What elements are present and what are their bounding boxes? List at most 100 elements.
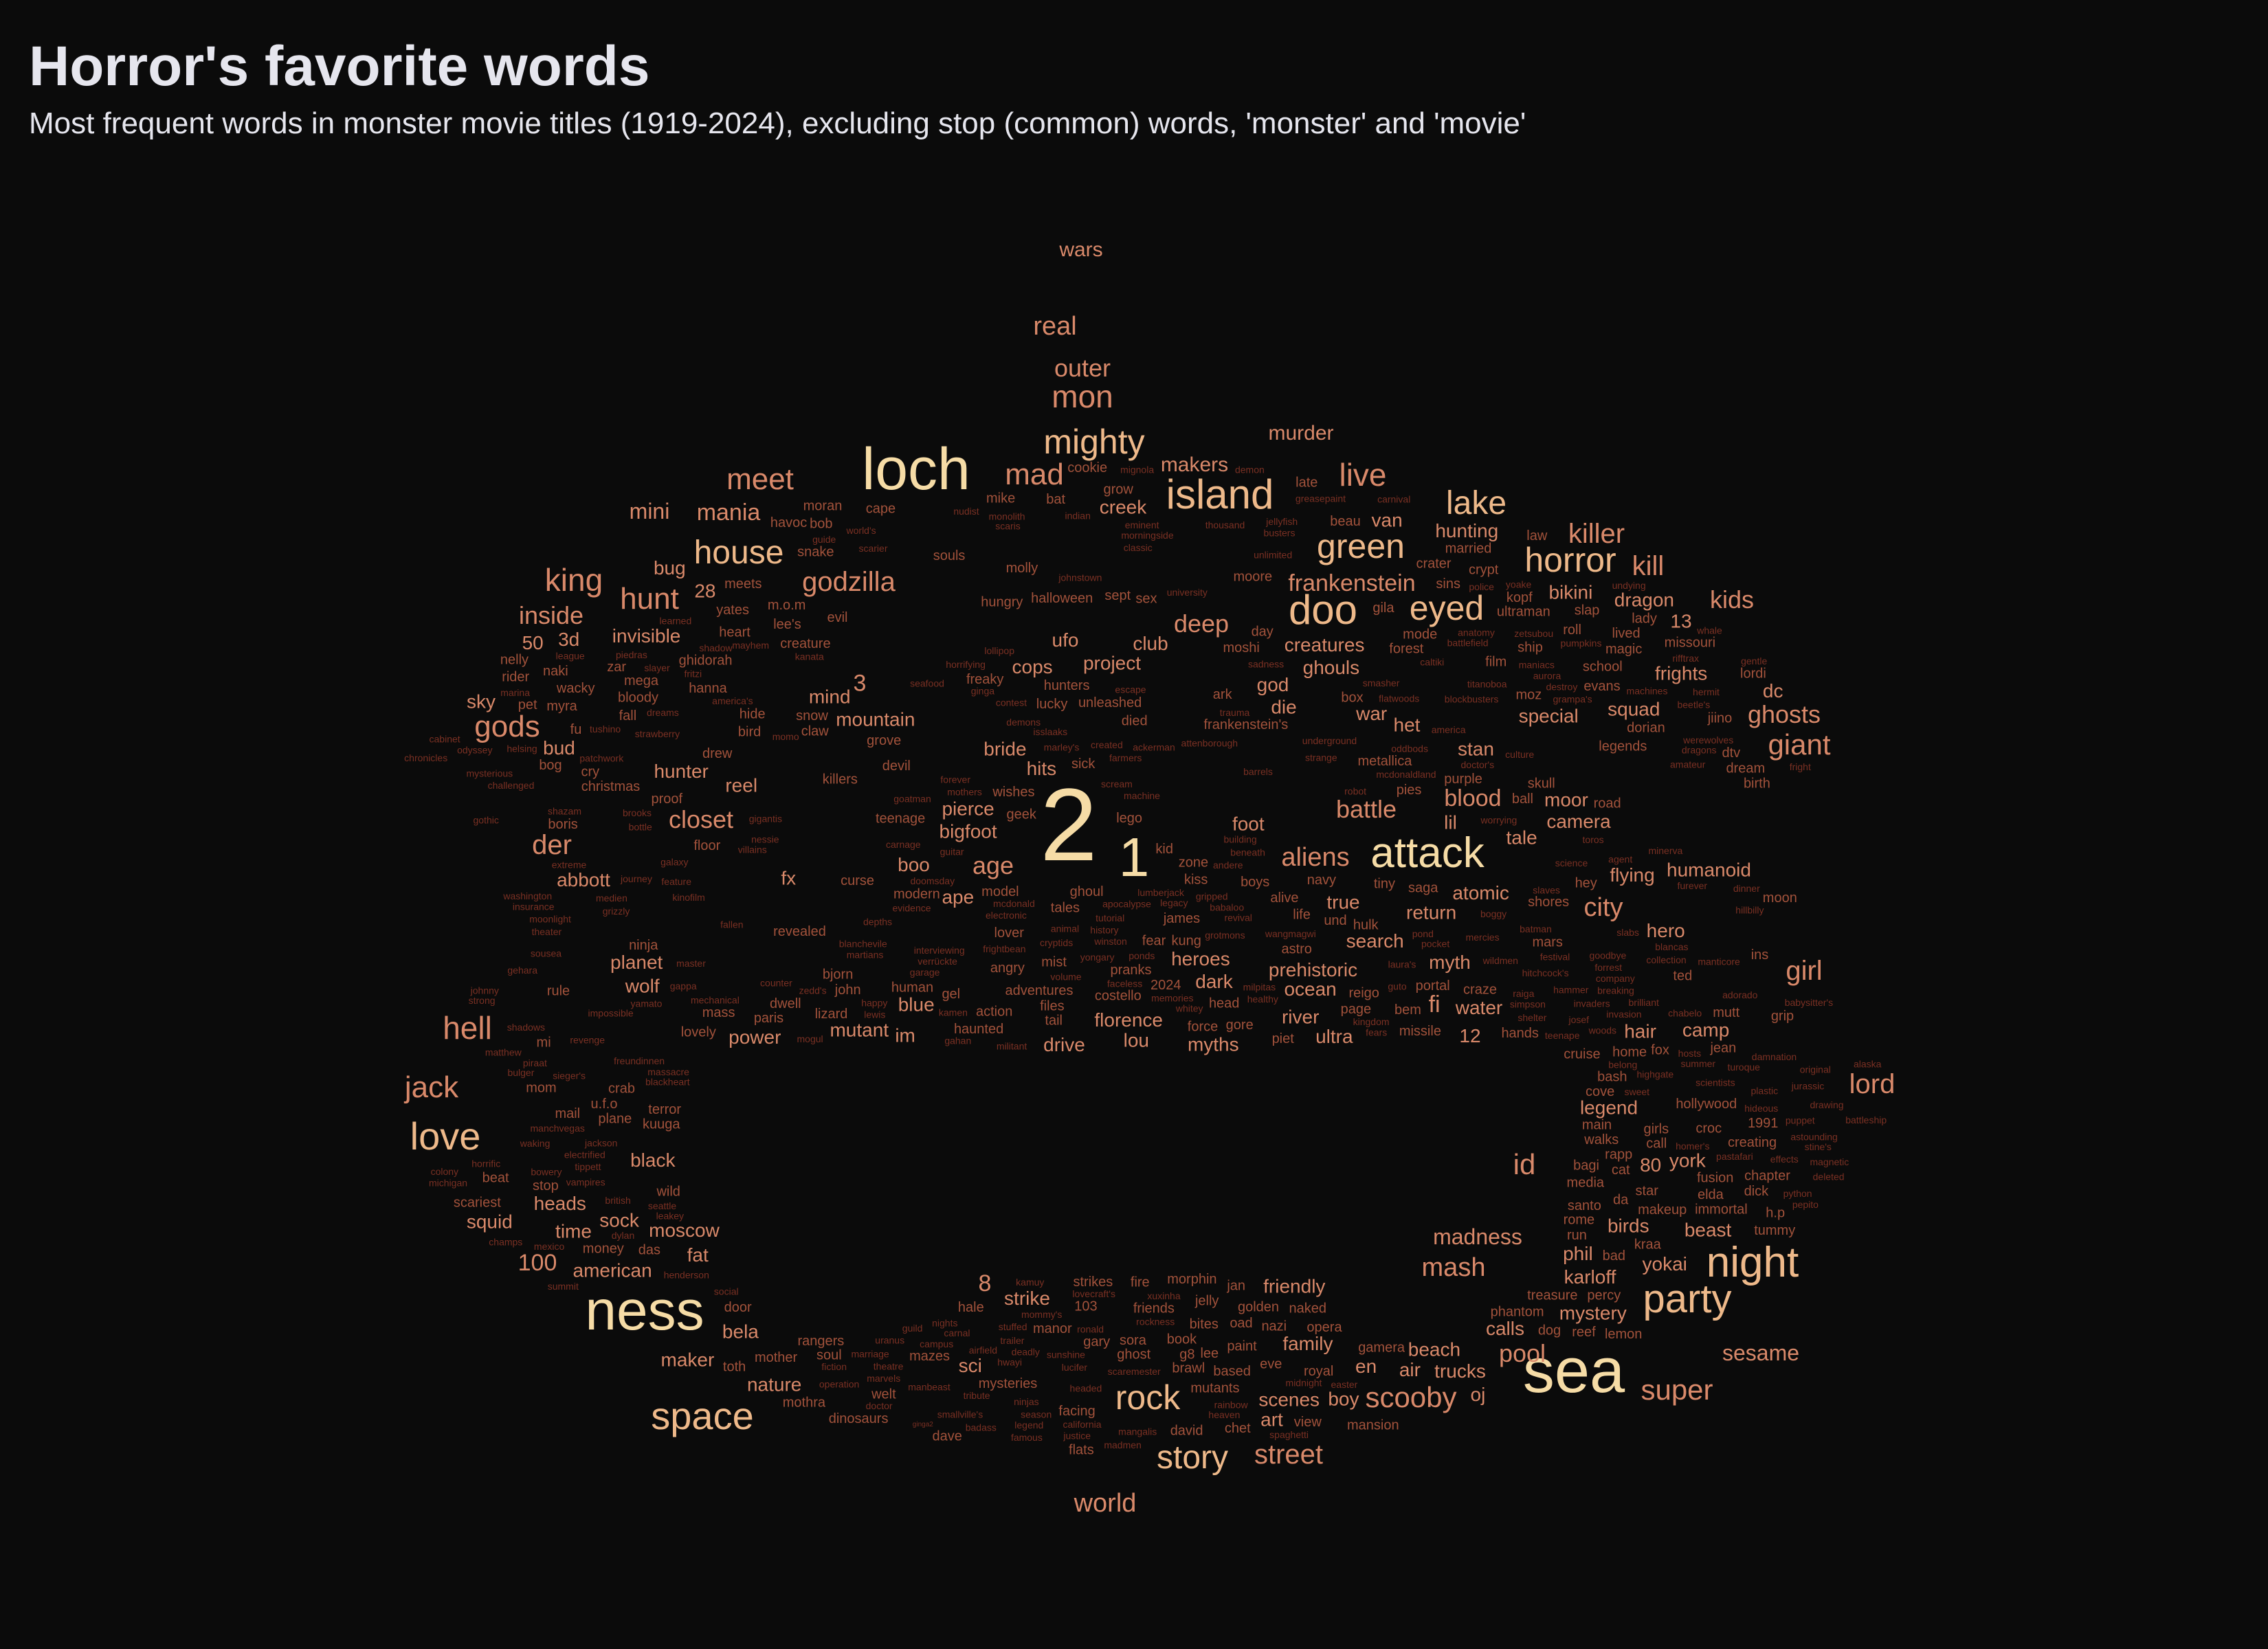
word-690: lucky: [1036, 697, 1068, 712]
word-306: shazam: [548, 805, 581, 816]
word-513: human: [891, 980, 933, 996]
word-343: dtv: [1722, 745, 1740, 761]
word-262: heart: [719, 625, 751, 640]
word-416: theatre: [874, 1360, 904, 1371]
word-225: lemon: [1605, 1327, 1642, 1342]
word-299: shadow: [699, 642, 733, 653]
word-271: hideous: [1744, 1103, 1778, 1114]
word-449: uranus: [875, 1335, 904, 1346]
word-712: momo: [772, 731, 799, 742]
word-220: hide: [740, 707, 766, 722]
word-11: party: [1643, 1277, 1732, 1321]
word-524: lover: [994, 926, 1025, 941]
word-272: mutt: [1713, 1005, 1739, 1020]
word-627: 28: [694, 580, 715, 601]
word-106: drive: [1043, 1034, 1085, 1055]
word-720: madmen: [1104, 1439, 1141, 1450]
word-374: und: [1324, 913, 1346, 928]
word-531: hunters: [1044, 678, 1090, 693]
word-701: doctor: [866, 1400, 893, 1411]
word-227: james: [1163, 911, 1200, 926]
word-564: bites: [1190, 1316, 1219, 1332]
word-567: babysitter's: [1785, 997, 1833, 1008]
word-326: unlimited: [1254, 549, 1292, 560]
word-351: verrückte: [918, 956, 957, 967]
word-169: naked: [1289, 1301, 1327, 1316]
word-598: alive: [1270, 890, 1298, 906]
word-7: doo: [1289, 587, 1357, 633]
word-319: ted: [1673, 969, 1692, 984]
word-454: mangalis: [1118, 1426, 1157, 1437]
word-694: horrific: [471, 1158, 500, 1169]
word-154: hunting: [1435, 520, 1498, 541]
word-390: sunshine: [1047, 1349, 1085, 1360]
word-131: bikini: [1548, 582, 1592, 603]
word-400: nessie: [751, 833, 779, 844]
word-587: goodbye: [1590, 950, 1627, 961]
word-81: bud: [543, 737, 575, 759]
word-501: guild: [902, 1323, 923, 1334]
word-609: 2024: [1150, 978, 1181, 993]
word-29: jack: [403, 1070, 459, 1104]
word-127: friendly: [1263, 1276, 1325, 1297]
word-470: headed: [1070, 1383, 1102, 1394]
word-177: sex: [1135, 592, 1157, 607]
word-146: ghouls: [1303, 657, 1360, 678]
word-340: fu: [570, 722, 582, 737]
word-692: gigantis: [749, 814, 782, 824]
word-717: carnival: [1377, 494, 1410, 505]
word-98: foot: [1232, 814, 1265, 835]
word-75: pierce: [942, 798, 994, 820]
word-308: yongary: [1080, 952, 1115, 963]
word-243: laura's: [1388, 959, 1416, 970]
word-366: undying: [1612, 580, 1646, 591]
word-431: plastic: [1750, 1085, 1778, 1096]
word-685: road: [1594, 796, 1621, 811]
word-28: hell: [443, 1010, 492, 1046]
word-686: grip: [1771, 1009, 1794, 1024]
word-718: blanchevile: [839, 939, 887, 950]
word-110: stan: [1458, 739, 1494, 760]
word-410: marina: [500, 687, 530, 698]
word-109: phil: [1563, 1243, 1593, 1264]
word-562: evidence: [892, 902, 931, 913]
word-715: caltiki: [1420, 657, 1444, 668]
word-511: jackson: [584, 1138, 617, 1149]
word-700: gripped: [1196, 891, 1228, 902]
word-568: apocalypse: [1102, 899, 1151, 910]
word-684: ghidorah: [679, 653, 733, 669]
word-248: gappa: [670, 980, 697, 991]
word-624: fi: [1429, 991, 1441, 1018]
word-460: jan: [1226, 1279, 1245, 1294]
word-50: pool: [1499, 1339, 1546, 1367]
word-483: eminent: [1125, 519, 1159, 530]
word-632: battlefield: [1447, 638, 1489, 649]
word-113: god: [1257, 674, 1289, 695]
word-656: ins: [1751, 947, 1769, 963]
word-569: blockbusters: [1445, 694, 1499, 705]
word-42: aliens: [1281, 843, 1349, 872]
word-560: cape: [866, 502, 896, 517]
word-258: galaxy: [660, 856, 688, 867]
word-362: ronald: [1077, 1324, 1104, 1335]
word-215: leakey: [656, 1211, 684, 1222]
word-294: smasher: [1363, 677, 1400, 688]
word-338: massacre: [647, 1066, 689, 1077]
word-289: minerva: [1649, 845, 1683, 856]
word-145: frights: [1655, 663, 1707, 684]
word-134: atomic: [1452, 882, 1509, 904]
word-71: wolf: [625, 975, 660, 996]
word-575: astro: [1281, 942, 1311, 957]
word-103: bug: [654, 557, 686, 579]
word-497: gore: [1226, 1018, 1254, 1033]
word-182: mexico: [534, 1241, 565, 1252]
word-160: yates: [716, 603, 749, 618]
word-521: lego: [1116, 811, 1142, 826]
word-428: skull: [1528, 776, 1555, 792]
word-556: cove: [1586, 1084, 1614, 1099]
word-157: mountain: [836, 709, 915, 730]
word-20: mon: [1052, 379, 1113, 414]
word-621: 103: [1074, 1299, 1097, 1314]
word-606: dylan: [612, 1230, 634, 1241]
word-13: horror: [1524, 541, 1616, 579]
